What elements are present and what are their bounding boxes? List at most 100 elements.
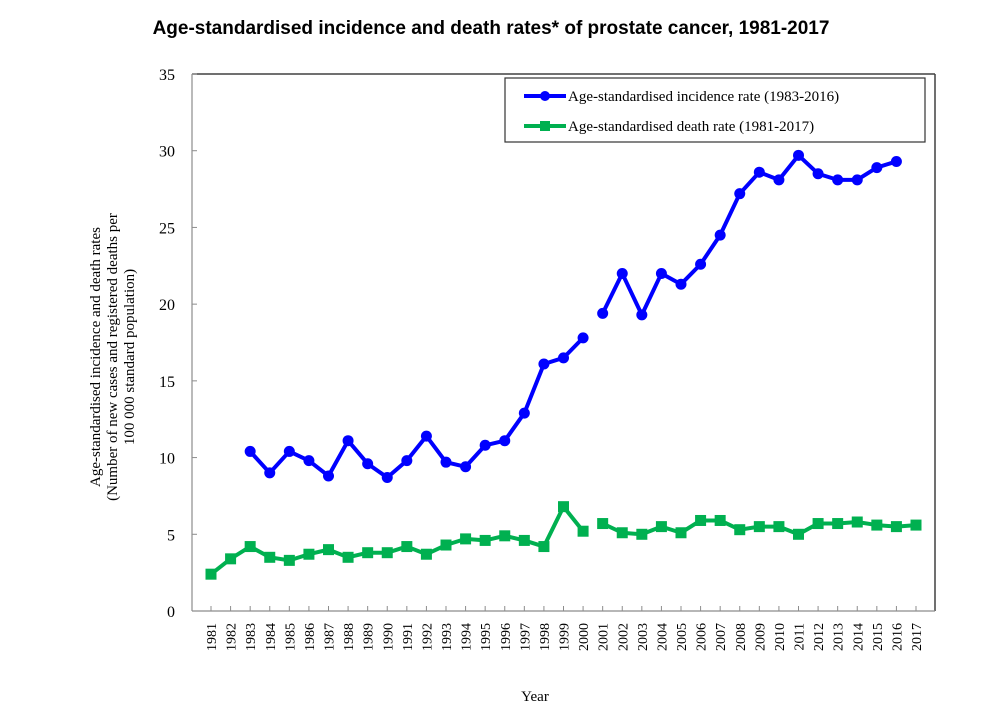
series-line [248,336,585,480]
data-point [538,541,550,553]
data-point [381,472,393,484]
data-point [695,514,707,526]
legend: Age-standardised incidence rate (1983-20… [504,77,926,143]
x-tick-label: 1991 [401,623,416,651]
data-point [773,174,785,186]
x-tick-label: 2004 [655,623,670,651]
x-tick-label: 1989 [362,623,377,651]
data-point [479,439,491,451]
x-tick-label: 1994 [460,623,475,651]
x-tick-label: 2008 [734,623,749,651]
data-point [460,461,472,473]
data-point [518,534,530,546]
data-point [479,534,491,546]
x-axis-title: Year [521,689,549,705]
y-tick-label: 35 [159,67,175,84]
data-point [812,168,824,180]
x-tick-label: 1987 [323,623,338,651]
data-point [793,528,804,540]
y-tick-label: 30 [159,144,175,161]
data-point [499,530,511,542]
data-point [793,149,804,161]
x-tick-label: 1988 [342,623,357,651]
data-point [303,548,315,560]
x-tick-label: 1984 [264,623,279,651]
data-point [283,554,295,566]
x-tick-label: 1996 [499,623,514,651]
data-point [323,544,334,556]
data-point [910,519,922,531]
data-point [695,258,707,270]
y-tick-label: 15 [159,374,175,391]
x-tick-label: 2003 [636,623,651,651]
data-point [401,455,413,467]
data-point [851,516,863,528]
x-tick-label: 1993 [440,623,455,651]
data-point [714,229,726,241]
data-point [303,455,315,467]
data-point [518,407,530,419]
data-point [205,568,217,580]
data-point [283,445,295,457]
x-tick-label: 2006 [695,623,710,651]
y-tick-label: 25 [159,220,175,237]
x-tick-label: 2011 [793,623,808,650]
data-point [890,155,902,167]
data-point [244,541,256,553]
data-point [675,278,687,290]
axes: 0 5 10 15 20 25 30 35 1981 1982 1983 1984 1985 1986 19… [88,67,936,705]
data-point [812,518,824,530]
x-tick-label: 1985 [283,623,298,651]
x-tick-label: 2012 [812,623,827,651]
y-axis-title-line: 100 000 standard population) [122,269,138,445]
chart-title: Age-standardised incidence and death rat… [152,18,830,39]
data-point [871,519,883,531]
data-point [264,467,276,479]
data-point [597,307,609,319]
series-incidence [244,149,902,484]
data-point [675,527,687,539]
data-point [616,527,628,539]
data-point [420,430,432,442]
data-point [264,551,276,563]
data-point [323,470,334,482]
data-point [558,352,569,364]
x-tick-label: 1986 [303,623,318,651]
data-point [401,541,413,553]
data-point [244,445,256,457]
data-point [577,525,589,537]
y-tick-label: 5 [167,527,175,544]
x-tick-label: 2007 [714,623,729,651]
data-point [460,533,472,545]
data-point [714,514,726,526]
data-point [655,521,667,533]
data-point [734,524,746,536]
legend-marker-circle [540,91,550,101]
data-point [851,174,863,186]
legend-box [504,77,926,143]
data-point [616,267,628,279]
data-point [225,553,237,565]
data-point [558,501,569,513]
x-tick-label: 2014 [851,623,866,651]
y-tick-label: 10 [159,451,175,468]
y-tick-label: 20 [159,297,175,314]
data-point [342,435,354,447]
data-point [871,162,883,174]
data-point [773,521,785,533]
x-tick-label: 1997 [518,623,533,651]
data-point [753,166,765,178]
series-line [600,153,898,317]
data-point [890,521,902,533]
legend-label: Age-standardised death rate (1981-2017) [568,119,814,135]
legend-label: Age-standardised incidence rate (1983-20… [568,89,839,105]
data-point [420,548,432,560]
x-tick-label: 1999 [558,623,573,651]
y-axis-title-line: Age-standardised incidence and death rat… [88,227,104,487]
x-tick-label: 1981 [205,623,220,651]
x-tick-label: 2005 [675,623,690,651]
data-point [342,551,354,563]
data-point [734,188,746,200]
x-tick-label: 2009 [753,623,768,651]
